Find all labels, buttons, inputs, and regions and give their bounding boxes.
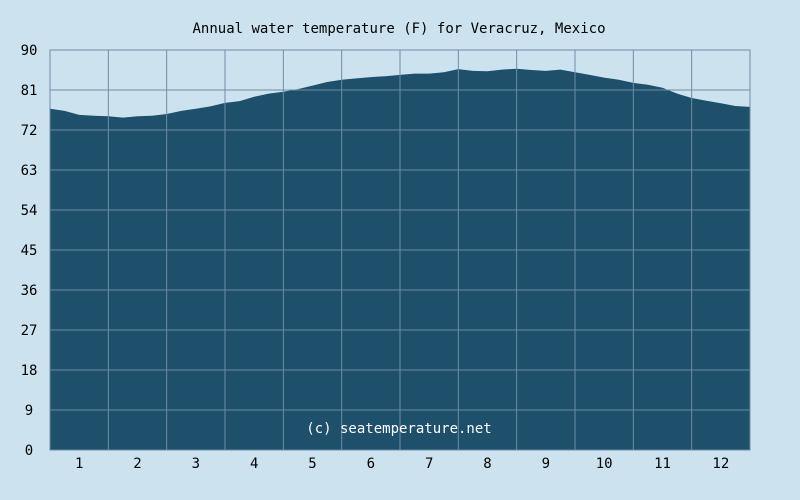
- x-tick-label: 4: [250, 456, 258, 472]
- y-tick-label: 63: [21, 163, 38, 179]
- x-tick-label: 8: [483, 456, 491, 472]
- x-tick-label: 5: [308, 456, 316, 472]
- y-tick-label: 90: [21, 43, 38, 59]
- y-tick-label: 18: [21, 363, 38, 379]
- x-tick-label: 6: [367, 456, 375, 472]
- x-tick-label: 12: [712, 456, 729, 472]
- y-tick-label: 36: [21, 283, 38, 299]
- y-tick-label: 27: [21, 323, 38, 339]
- plot-border: [49, 49, 751, 451]
- y-axis: 0 9 18 27 36 45 54 63 72 81 90: [21, 43, 38, 459]
- y-tick-label: 54: [21, 203, 38, 219]
- y-tick-label: 0: [25, 443, 33, 459]
- y-tick-label: 45: [21, 243, 38, 259]
- x-tick-label: 3: [192, 456, 200, 472]
- x-tick-label: 11: [654, 456, 671, 472]
- plot-area: [49, 49, 751, 451]
- x-tick-label: 2: [133, 456, 141, 472]
- credit-text: (c) seatemperature.net: [306, 421, 491, 437]
- chart-title: Annual water temperature (F) for Veracru…: [192, 21, 605, 37]
- y-tick-label: 9: [25, 403, 33, 419]
- x-tick-label: 10: [596, 456, 613, 472]
- x-tick-label: 9: [542, 456, 550, 472]
- y-tick-label: 72: [21, 123, 38, 139]
- y-tick-label: 81: [21, 83, 38, 99]
- x-tick-label: 7: [425, 456, 433, 472]
- x-axis: 1 2 3 4 5 6 7 8 9 10 11 12: [75, 456, 729, 472]
- x-tick-label: 1: [75, 456, 83, 472]
